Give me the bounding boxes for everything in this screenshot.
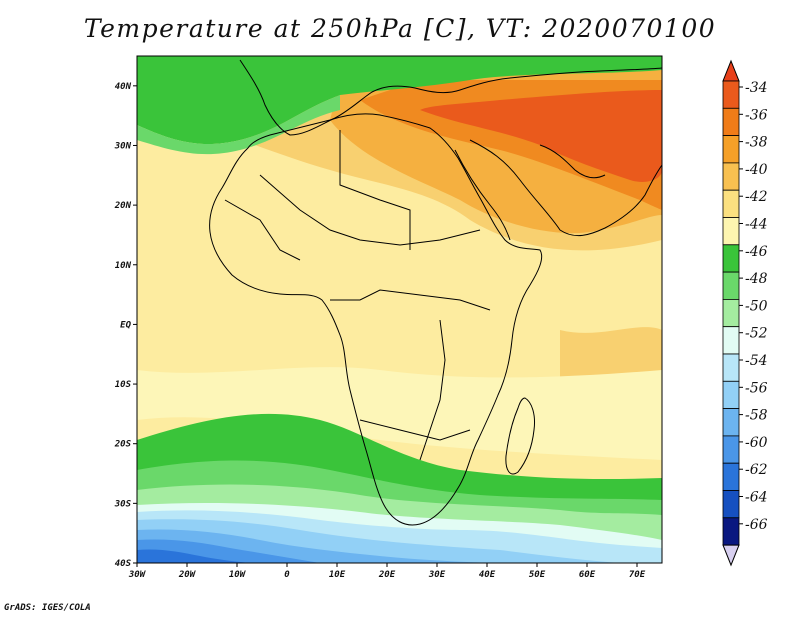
colorbar-box [722, 244, 740, 273]
y-tick-label: 40N [115, 82, 132, 92]
colorbar-label: -48 [745, 271, 768, 287]
x-tick-label: 30E [428, 570, 446, 580]
y-tick-label: EQ [120, 320, 131, 330]
border-south [359, 419, 471, 441]
field-level-48-north [137, 95, 340, 155]
colorbar-label: -34 [745, 80, 768, 96]
colorbar-box [722, 162, 740, 191]
africa-coastline [209, 113, 543, 526]
x-tick-label: 60E [579, 570, 596, 580]
x-tick-label: 10W [229, 570, 247, 580]
y-tick-label: 20S [114, 440, 132, 450]
colorbar-box [722, 271, 740, 300]
colorbar-box [722, 435, 740, 464]
colorbar-label: -54 [745, 353, 768, 369]
temperature-field [137, 56, 662, 563]
colorbar-label: -64 [745, 490, 768, 506]
x-tick-label: 0 [284, 570, 290, 580]
colorbar-box [722, 380, 740, 409]
y-tick-label: 30N [114, 141, 132, 151]
colorbar-label: -56 [745, 380, 768, 396]
colorbar-box [722, 326, 740, 355]
field-level-34 [420, 90, 662, 182]
colorbar-box [722, 107, 740, 137]
y-axis: 40N 30N 20N 10N EQ 10S 20S 30S 40S [114, 82, 137, 569]
y-tick-label: 20N [114, 201, 132, 211]
colorbar-label: -60 [745, 435, 768, 451]
colorbar-label: -40 [745, 162, 768, 178]
y-tick-label: 40S [115, 559, 132, 569]
colorbar-label: -46 [745, 244, 768, 260]
y-tick-label: 10N [115, 261, 132, 271]
field-level-46-north [137, 56, 662, 145]
border-sahel [259, 174, 481, 246]
colorbar-top-arrow [722, 59, 740, 82]
colorbar-label: -52 [745, 326, 768, 342]
chart-title: Temperature at 250hPa [C], VT: 202007010… [83, 14, 717, 43]
colorbar-label: -36 [745, 107, 768, 123]
credit-text: GrADS: IGES/COLA [4, 603, 91, 613]
colorbar-box [722, 408, 740, 437]
map-frame [136, 55, 663, 564]
colorbar-box [722, 80, 740, 109]
x-tick-label: 10E [329, 570, 346, 580]
europe-coastline [239, 59, 662, 136]
field-level-62-south [137, 549, 250, 563]
colorbar-label: -66 [745, 517, 768, 533]
border-north-africa [339, 130, 411, 250]
colorbar: -34 -36 -38 -40 -42 -44 -46 -48 -50 -52 -54 -56 -58 -… [722, 59, 768, 567]
madagascar-coastline [505, 397, 535, 475]
colorbar-box [722, 462, 740, 491]
colorbar-box [722, 517, 740, 546]
colorbar-box [722, 217, 740, 246]
colorbar-label: -44 [745, 217, 768, 233]
colorbar-label: -50 [745, 298, 768, 314]
persian-gulf-coastline [539, 144, 606, 179]
x-tick-label: 20E [378, 570, 396, 580]
colorbar-label: -62 [745, 462, 768, 478]
colorbar-label: -58 [745, 408, 768, 424]
colorbar-label: -38 [745, 135, 768, 151]
field-level-44-south [137, 367, 662, 460]
border-central [330, 289, 491, 311]
colorbar-box [722, 189, 740, 218]
border-east [419, 319, 446, 461]
y-tick-label: 30S [114, 499, 132, 509]
x-tick-label: 50E [529, 570, 546, 580]
x-tick-label: 70E [629, 570, 646, 580]
x-tick-label: 30W [128, 570, 147, 580]
colorbar-bottom-arrow [722, 544, 740, 567]
colorbar-box [722, 135, 740, 164]
coastlines [209, 59, 662, 526]
border-west [224, 199, 301, 261]
colorbar-label: -42 [745, 189, 768, 205]
red-sea-coastline [454, 149, 511, 241]
x-tick-label: 40E [479, 570, 496, 580]
colorbar-box [722, 298, 740, 328]
y-tick-label: 10S [115, 380, 132, 390]
x-axis: 30W 20W 10W 0 10E 20E 30E 40E 50E 60E 70E [128, 563, 646, 580]
colorbar-box [722, 353, 740, 382]
x-tick-label: 20W [178, 570, 197, 580]
arabia-coastline [469, 139, 662, 237]
colorbar-box [722, 490, 740, 519]
